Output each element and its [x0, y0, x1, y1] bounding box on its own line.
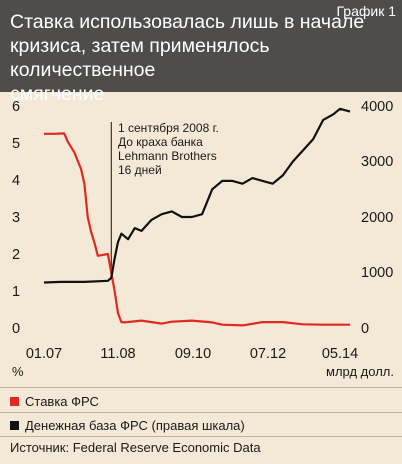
left-tick-label: 5	[12, 136, 20, 152]
chart-plot: 6 5 4 3 2 1 0 % 4000 3000 2000 1000 0 мл…	[12, 99, 394, 379]
left-tick-label: 6	[12, 99, 20, 115]
right-axis: 4000 3000 2000 1000 0 млрд долл.	[326, 99, 394, 379]
annotation-line-2: До краха банка	[118, 135, 203, 149]
left-tick-label: 1	[12, 284, 20, 300]
legend-swatch-red	[10, 396, 19, 406]
title-bar: Ставка использовалась лишь в начале кризи…	[0, 0, 402, 105]
chart-number: График 1	[336, 3, 396, 19]
x-tick-label: 09.10	[175, 346, 211, 362]
legend-swatch-black	[10, 420, 19, 430]
right-tick-label: 2000	[361, 210, 393, 226]
left-tick-label: 4	[12, 173, 20, 189]
source-note: Источник: Federal Reserve Economic Data	[10, 440, 261, 455]
left-axis-unit: %	[12, 364, 24, 379]
right-tick-label: 4000	[361, 99, 393, 115]
legend-item-rate: Ставка ФРС	[10, 390, 99, 412]
divider	[0, 436, 402, 437]
left-tick-label: 0	[12, 321, 20, 337]
divider	[0, 412, 402, 413]
annotation-line-4: 16 дней	[118, 163, 162, 177]
legend-item-base: Денежная база ФРС (правая шкала)	[10, 414, 245, 436]
left-tick-label: 3	[12, 210, 20, 226]
legend-label-rate: Ставка ФРС	[25, 393, 99, 409]
series-line-rate	[44, 132, 351, 327]
right-tick-label: 3000	[361, 154, 393, 170]
x-axis: 01.07 11.08 09.10 07.12 05.14	[26, 346, 358, 362]
annotation-line-1: 1 сентября 2008 г.	[118, 121, 219, 135]
legend-label-base: Денежная база ФРС (правая шкала)	[25, 417, 245, 433]
series-line-monetary-base	[43, 107, 351, 284]
right-tick-label: 0	[361, 321, 369, 337]
right-tick-label: 1000	[361, 265, 393, 281]
divider	[0, 387, 402, 388]
annotation-line-3: Lehmann Brothers	[118, 149, 217, 163]
x-tick-label: 07.12	[250, 346, 286, 362]
x-tick-label: 05.14	[322, 346, 358, 362]
left-axis: 6 5 4 3 2 1 0 %	[12, 99, 24, 379]
chart-title-line-3: смягчение	[10, 83, 105, 105]
chart-title-line-1: Ставка использовалась лишь в начале	[10, 11, 365, 33]
left-tick-label: 2	[12, 247, 20, 263]
x-tick-label: 01.07	[26, 346, 62, 362]
chart-title: Ставка использовалась лишь в начале кризи…	[10, 10, 380, 106]
right-axis-unit: млрд долл.	[326, 364, 394, 379]
x-tick-label: 11.08	[100, 346, 135, 362]
chart-title-line-2: кризиса, затем применялось количественно…	[10, 35, 270, 81]
